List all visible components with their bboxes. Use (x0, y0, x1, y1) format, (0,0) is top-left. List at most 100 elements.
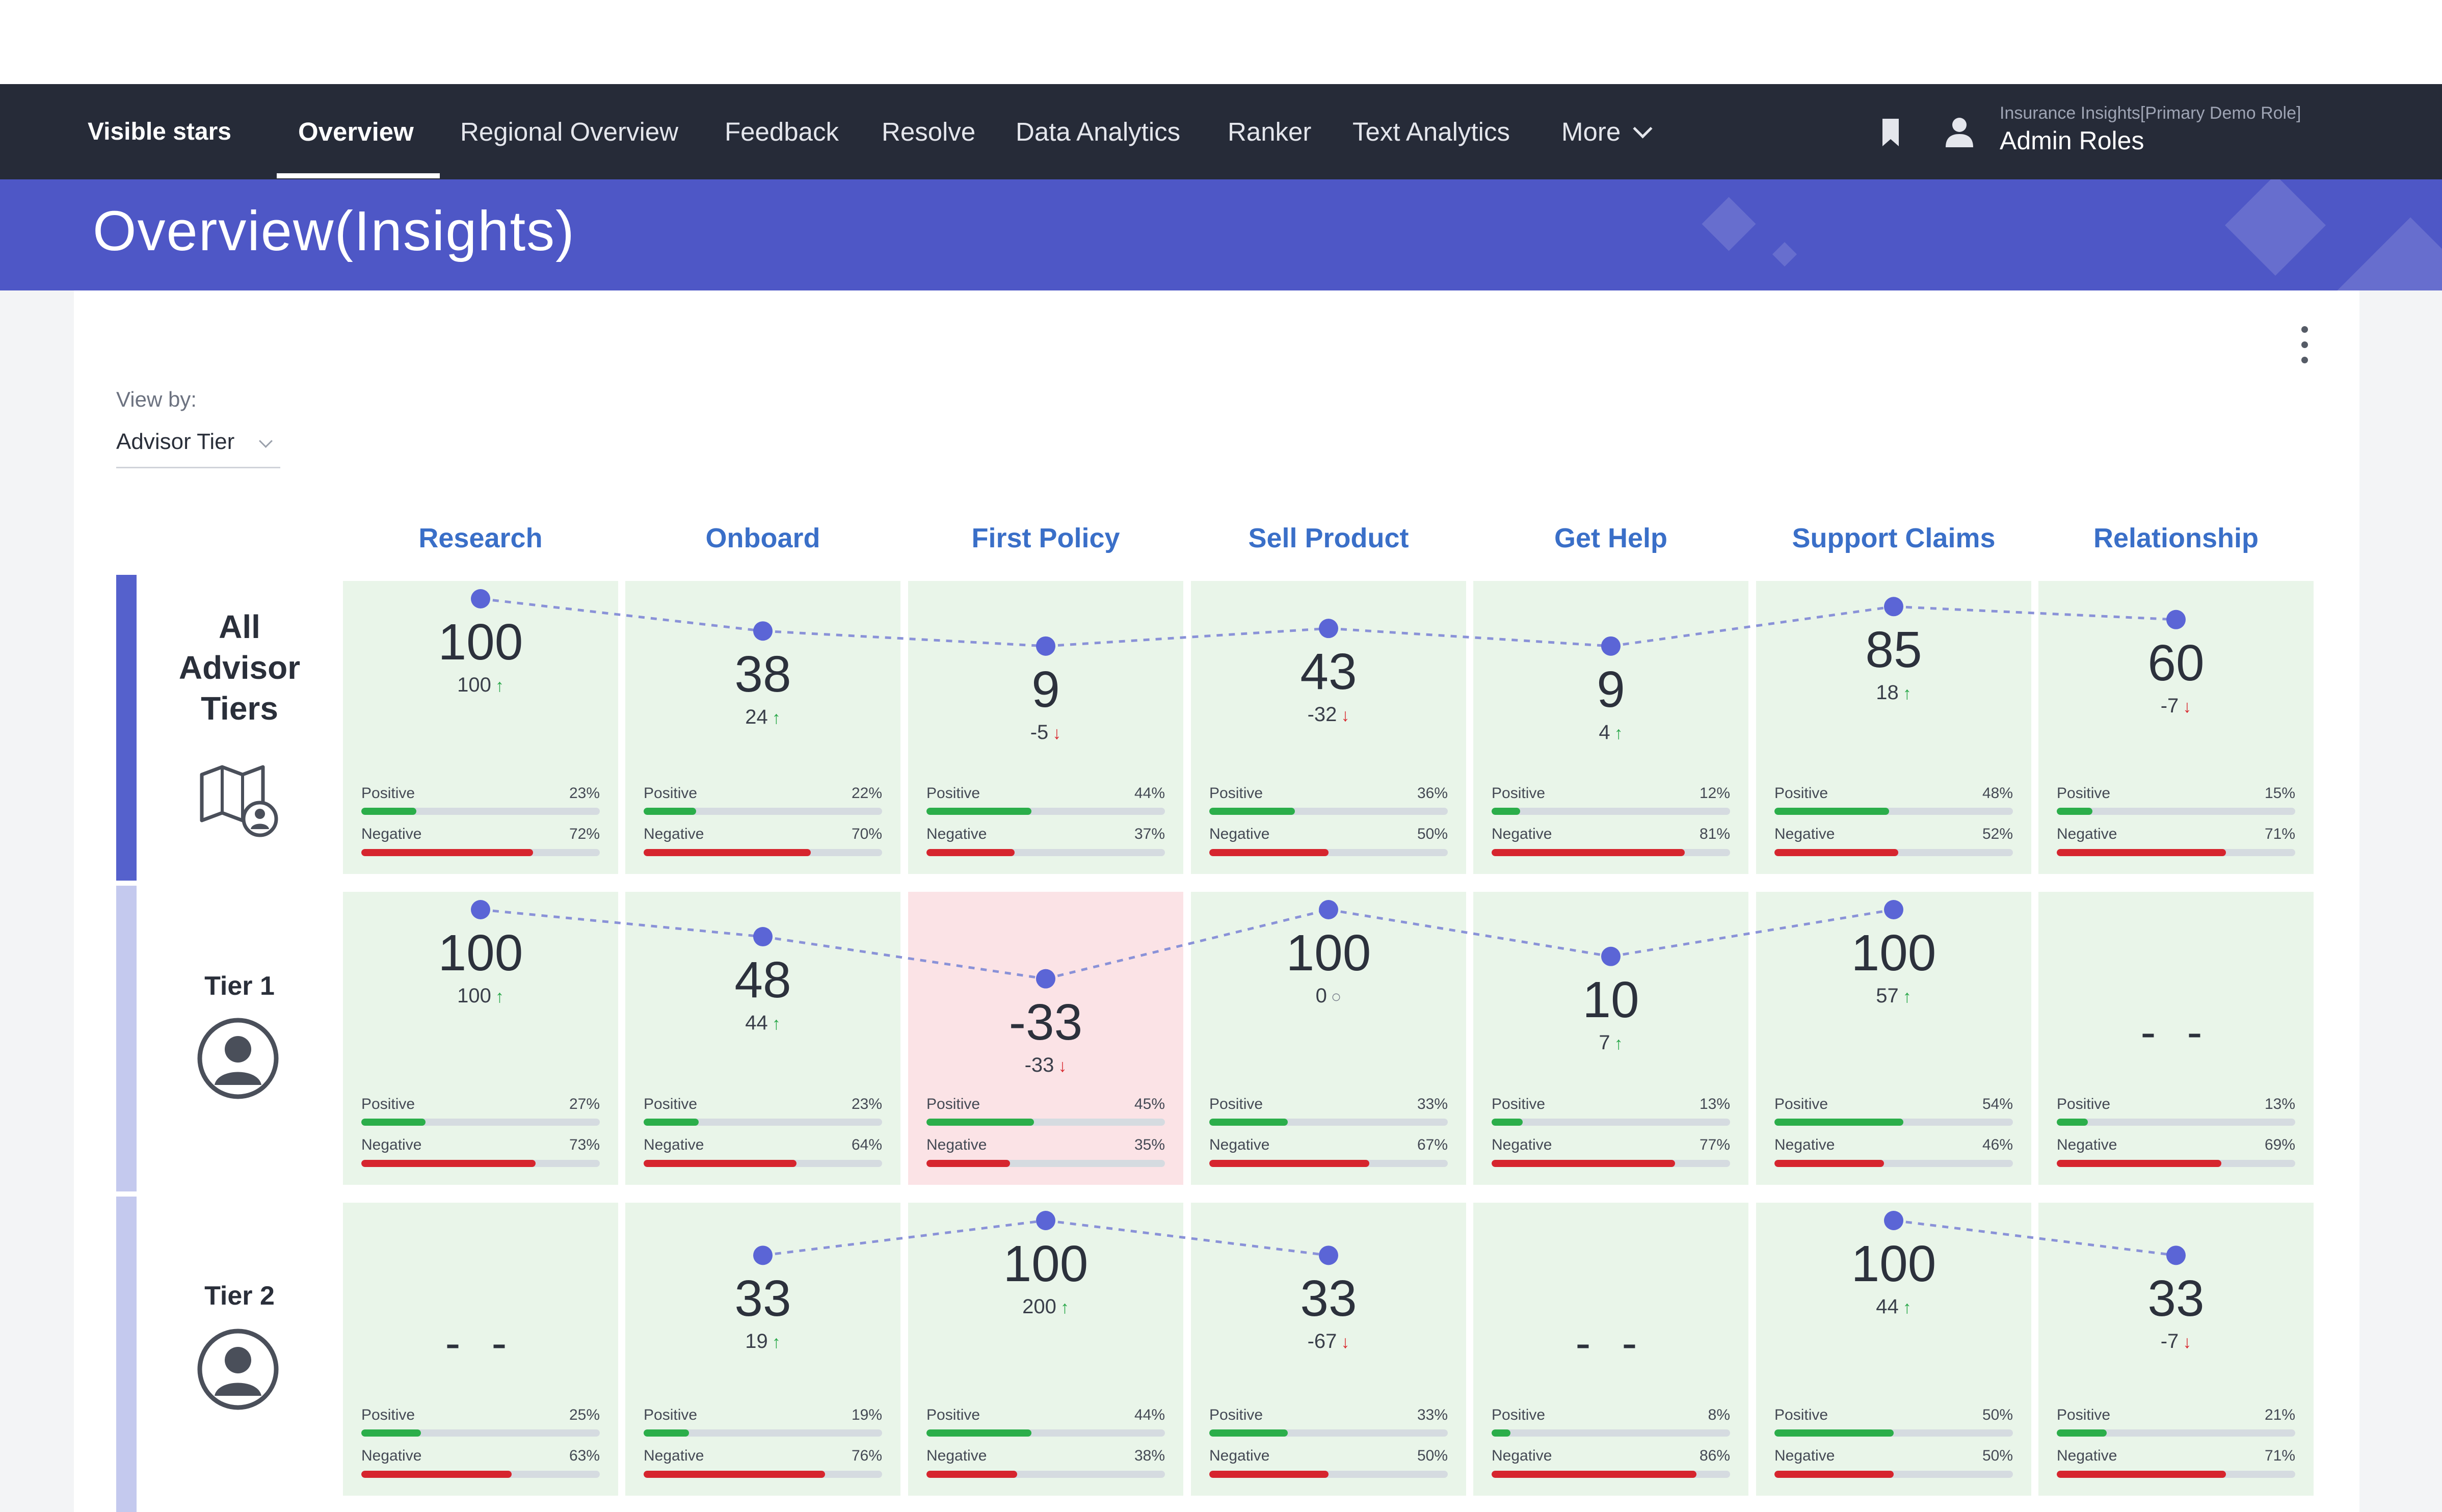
row-label-line: All (219, 608, 260, 645)
column-header-sell-product[interactable]: Sell Product (1248, 523, 1409, 553)
negative-bar-fill (1774, 1160, 1884, 1167)
negative-bar (2057, 1160, 2295, 1167)
negative-percent: 64% (851, 1136, 882, 1153)
score-value: 60 (2147, 634, 2205, 692)
positive-percent: 50% (1982, 1407, 2013, 1423)
positive-label: Positive (1774, 785, 1828, 802)
view-by-dropdown[interactable]: Advisor Tier (116, 427, 280, 468)
nav-data-analytics[interactable]: Data Analytics (1016, 117, 1181, 146)
column-header-support-claims[interactable]: Support Claims (1792, 523, 1996, 553)
column-header-get-help[interactable]: Get Help (1554, 523, 1668, 553)
delta-value: 44 (745, 1012, 768, 1034)
score-cell-research[interactable]: - - Positive 25% Negative 63% (343, 1203, 618, 1496)
score-delta: 100 ↑ (343, 985, 618, 1008)
score-cell-onboard[interactable]: 33 19 ↑ Positive 19% Negative 76% (625, 1203, 900, 1496)
score-cell-get-help[interactable]: - - Positive 8% Negative 86% (1473, 1203, 1748, 1496)
nav-feedback[interactable]: Feedback (725, 117, 839, 146)
role-name[interactable]: Admin Roles (2000, 126, 2144, 155)
score-cell-first-policy[interactable]: 9 -5 ↓ Positive 44% Negative 37% (908, 581, 1183, 874)
nav-overview[interactable]: Overview (298, 117, 414, 146)
negative-bar-fill (2057, 849, 2226, 856)
positive-bar-fill (926, 808, 1031, 815)
positive-label: Positive (1492, 1096, 1546, 1112)
role-context[interactable]: Insurance Insights[Primary Demo Role] (2000, 103, 2301, 123)
negative-percent: 81% (1699, 826, 1730, 842)
negative-label: Negative (926, 1447, 987, 1464)
positive-bar-fill (1774, 1429, 1894, 1437)
score-cell-relationship[interactable]: - - Positive 13% Negative 69% (2038, 892, 2314, 1185)
column-header-onboard[interactable]: Onboard (705, 523, 820, 553)
score-value: 100 (1003, 1235, 1089, 1292)
score-cell-research[interactable]: 100 100 ↑ Positive 27% Negative 73% (343, 892, 618, 1185)
arrow-up-icon: ↑ (1902, 987, 1912, 1006)
positive-percent: 23% (851, 1096, 882, 1112)
positive-bar-fill (644, 808, 696, 815)
arrow-up-icon: ↑ (1060, 1298, 1069, 1317)
column-header-relationship[interactable]: Relationship (2093, 523, 2259, 553)
more-options-icon[interactable] (2301, 326, 2308, 372)
row-label-tier-2[interactable]: Tier 2 (204, 1281, 275, 1311)
score-cell-support-claims[interactable]: 85 18 ↑ Positive 48% Negative 52% (1756, 581, 2031, 874)
nav-text-analytics[interactable]: Text Analytics (1352, 117, 1510, 146)
negative-label: Negative (1492, 826, 1552, 842)
negative-label: Negative (1209, 1136, 1270, 1153)
negative-percent: 69% (2264, 1136, 2295, 1153)
avatar-icon (197, 1018, 279, 1099)
positive-label: Positive (1774, 1096, 1828, 1112)
arrow-up-icon: ↑ (772, 1333, 781, 1352)
negative-bar-fill (1209, 1471, 1329, 1478)
score-cell-get-help[interactable]: 10 7 ↑ Positive 13% Negative 77% (1473, 892, 1748, 1185)
negative-bar-fill (1492, 1471, 1697, 1478)
positive-bar (1209, 808, 1448, 815)
score-value: 10 (1582, 971, 1639, 1028)
empty-score: - - (1575, 1318, 1647, 1369)
positive-bar-fill (644, 1429, 689, 1437)
column-header-research[interactable]: Research (418, 523, 543, 553)
positive-percent: 25% (569, 1407, 600, 1423)
score-cell-onboard[interactable]: 48 44 ↑ Positive 23% Negative 64% (625, 892, 900, 1185)
negative-bar (2057, 849, 2295, 856)
score-cell-get-help[interactable]: 9 4 ↑ Positive 12% Negative 81% (1473, 581, 1748, 874)
decorative-diamond (1702, 197, 1756, 251)
bookmark-icon[interactable] (1881, 119, 1900, 146)
nav-resolve[interactable]: Resolve (882, 117, 976, 146)
positive-bar-fill (644, 1119, 699, 1126)
score-delta: 18 ↑ (1756, 681, 2031, 705)
score-cell-first-policy[interactable]: -33 -33 ↓ Positive 45% Negative 35% (908, 892, 1183, 1185)
score-cell-support-claims[interactable]: 100 57 ↑ Positive 54% Negative 46% (1756, 892, 2031, 1185)
negative-bar-fill (1492, 849, 1685, 856)
score-delta: 200 ↑ (908, 1295, 1183, 1319)
score-delta: -33 ↓ (908, 1054, 1183, 1077)
positive-bar (644, 808, 882, 815)
negative-bar (1492, 1160, 1730, 1167)
score-cell-research[interactable]: 100 100 ↑ Positive 23% Negative 72% (343, 581, 618, 874)
decorative-diamond (1772, 242, 1797, 267)
score-cell-sell-product[interactable]: 33 -67 ↓ Positive 33% Negative 50% (1191, 1203, 1466, 1496)
negative-label: Negative (644, 826, 704, 842)
positive-percent: 33% (1417, 1407, 1448, 1423)
nav-more[interactable]: More (1561, 84, 1653, 179)
negative-bar (361, 849, 600, 856)
row-label-tier-1[interactable]: Tier 1 (204, 971, 275, 1001)
score-cell-first-policy[interactable]: 100 200 ↑ Positive 44% Negative 38% (908, 1203, 1183, 1496)
negative-bar-fill (361, 849, 533, 856)
score-cell-sell-product[interactable]: 100 0 ○ Positive 33% Negative 67% (1191, 892, 1466, 1185)
score-cell-relationship[interactable]: 60 -7 ↓ Positive 15% Negative 71% (2038, 581, 2314, 874)
score-delta: -5 ↓ (908, 721, 1183, 745)
positive-percent: 13% (1699, 1096, 1730, 1112)
nav-ranker[interactable]: Ranker (1228, 117, 1312, 146)
row-label-all-advisor-tiers[interactable]: All Advisor Tiers (153, 606, 326, 729)
brand-name[interactable]: Visible stars (88, 118, 231, 145)
score-delta: 44 ↑ (625, 1012, 900, 1035)
row-label-line: Advisor (178, 649, 301, 686)
positive-percent: 45% (1134, 1096, 1165, 1112)
negative-bar (926, 1160, 1165, 1167)
arrow-up-icon: ↑ (1902, 1298, 1912, 1317)
score-cell-onboard[interactable]: 38 24 ↑ Positive 22% Negative 70% (625, 581, 900, 874)
nav-regional-overview[interactable]: Regional Overview (460, 117, 679, 146)
user-icon[interactable] (1945, 117, 1974, 147)
score-cell-relationship[interactable]: 33 -7 ↓ Positive 21% Negative 71% (2038, 1203, 2314, 1496)
column-header-first-policy[interactable]: First Policy (971, 523, 1120, 553)
score-cell-sell-product[interactable]: 43 -32 ↓ Positive 36% Negative 50% (1191, 581, 1466, 874)
score-cell-support-claims[interactable]: 100 44 ↑ Positive 50% Negative 50% (1756, 1203, 2031, 1496)
